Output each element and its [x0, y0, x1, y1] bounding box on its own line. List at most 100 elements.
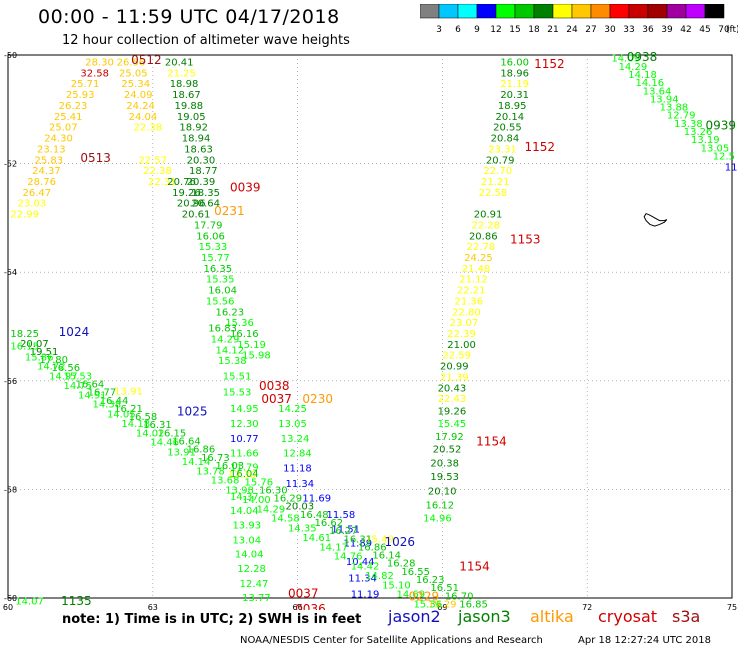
- color-bin-label: 30: [604, 25, 616, 35]
- y-tick-label: -56: [4, 377, 17, 386]
- swh-value: 18.92: [179, 123, 208, 134]
- wave-height-map: 60 63 66 69 72 75 -50 -52 -54 -56 -58 -60 28.3032.58…: [3, 50, 738, 610]
- swh-value: 13.64: [643, 86, 672, 97]
- swh-value: 21.36: [454, 296, 483, 307]
- color-bin-label: 24: [566, 25, 578, 35]
- swh-value: 14.09: [611, 54, 640, 65]
- pass-time-label: 1025: [177, 405, 208, 419]
- swh-value: 13.78: [196, 466, 225, 477]
- swh-value: 12.47: [240, 579, 269, 590]
- swh-value: 16.85: [459, 599, 488, 610]
- swh-value: 14.00: [242, 495, 271, 506]
- swh-value: 18.96: [500, 68, 529, 79]
- swh-value: 24.24: [126, 101, 155, 112]
- color-bin-70: [704, 4, 725, 19]
- swh-value: 12.5: [713, 151, 735, 162]
- swh-value: 24.25: [464, 253, 493, 264]
- swh-value: 16.03: [216, 461, 245, 472]
- color-bin-label: 39: [661, 25, 673, 35]
- swh-value: 23.31: [488, 144, 517, 155]
- swh-value: 16.23: [416, 575, 445, 586]
- swh-value: 13.77: [242, 593, 271, 604]
- swh-value: 21.21: [481, 177, 510, 188]
- swh-value: 26.23: [59, 101, 88, 112]
- swh-value: 14.17: [319, 542, 348, 553]
- swh-value: 26.56: [117, 58, 146, 69]
- swh-value: 16.23: [216, 307, 245, 318]
- swh-value: 19.29: [428, 599, 457, 610]
- swh-value: 23.07: [450, 318, 479, 329]
- swh-value: 20.41: [165, 58, 194, 69]
- swh-value: 14.35: [288, 523, 317, 534]
- swh-value: 15.36: [225, 318, 254, 329]
- swh-value: 22.21: [457, 286, 486, 297]
- swh-value: 22.70: [483, 166, 512, 177]
- swh-value: 14.97: [49, 371, 78, 382]
- swh-value: 16.29: [273, 494, 302, 505]
- swh-value: 13.05: [701, 143, 730, 154]
- swh-value: 14.91: [78, 390, 107, 401]
- swh-value: 14.12: [216, 345, 245, 356]
- swh-value: 16.15: [10, 342, 39, 353]
- swh-value: 21.48: [462, 264, 491, 275]
- swh-value: 26.47: [22, 188, 51, 199]
- swh-value: 14.69: [397, 590, 426, 601]
- pass-time-label: 0938: [627, 50, 658, 64]
- track-jason3: 20.4121.2518.9818.6719.8819.0518.9218.94…: [15, 54, 735, 610]
- color-bin-label: 18: [528, 25, 540, 35]
- swh-value: 14.75: [64, 381, 93, 392]
- swh-value: 17.80: [39, 355, 68, 366]
- swh-value: 16.31: [343, 534, 372, 545]
- swh-value: 13.24: [281, 434, 310, 445]
- swh-value: 16.30: [259, 485, 288, 496]
- color-bin-label: 45: [699, 25, 710, 35]
- pass-time-label: 1154: [459, 559, 490, 573]
- swh-value: 22.38: [143, 166, 172, 177]
- pass-time-label: 1026: [384, 535, 415, 549]
- swh-value: 20.79: [486, 155, 515, 166]
- swh-value: 16.86: [187, 445, 216, 456]
- swh-value: 15.19: [237, 340, 266, 351]
- color-bin-label: 42: [680, 25, 691, 35]
- swh-value: 22.99: [10, 210, 39, 221]
- swh-value: 16.28: [387, 559, 416, 570]
- swh-value: 10.77: [230, 434, 259, 445]
- swh-value: 15.10: [382, 580, 411, 591]
- swh-value: 15.77: [201, 253, 230, 264]
- color-bin-label: 9: [474, 25, 480, 35]
- x-tick-label: 66: [293, 603, 303, 610]
- swh-value: 14.14: [182, 457, 211, 468]
- swh-value: 16.04: [230, 469, 259, 480]
- swh-value: 20.64: [191, 199, 220, 210]
- swh-value: 22.31: [148, 177, 177, 188]
- swh-value: 20.38: [430, 458, 459, 469]
- swh-value: 11.66: [230, 448, 259, 459]
- color-bin-label: 36: [642, 25, 654, 35]
- swh-value: 14.37: [230, 492, 259, 503]
- swh-value: 15.53: [64, 371, 93, 382]
- swh-value: 20.30: [187, 155, 216, 166]
- swh-value: 15.33: [199, 242, 228, 253]
- swh-value: 14.42: [351, 561, 380, 572]
- swh-value: 13.19: [691, 135, 720, 146]
- swh-value: 16.70: [445, 591, 474, 602]
- track-jason3-descending: 18.2520.0719.5117.8016.5615.5316.6416.77…: [10, 329, 488, 610]
- swh-value: 15.56: [206, 296, 235, 307]
- swh-value: 20.84: [491, 134, 520, 145]
- pass-time-label: 0230: [302, 392, 333, 406]
- x-tick-label: 69: [437, 603, 447, 610]
- swh-value: 15.51: [223, 371, 252, 382]
- swh-value: 23.03: [18, 199, 47, 210]
- swh-value: 13.05: [278, 419, 307, 430]
- swh-value: 19.26: [438, 407, 467, 418]
- color-bin-label: 3: [436, 25, 442, 35]
- swh-value: 14.76: [334, 552, 363, 563]
- swh-value: 20.96: [177, 199, 206, 210]
- pass-time-label: 0038: [259, 379, 290, 393]
- swh-value: 24.30: [44, 134, 73, 145]
- generation-timestamp: Apr 18 12:27:24 UTC 2018: [578, 635, 711, 646]
- swh-value: 22.39: [447, 329, 476, 340]
- swh-value: 14.02: [136, 428, 165, 439]
- swh-value: 16.04: [208, 286, 237, 297]
